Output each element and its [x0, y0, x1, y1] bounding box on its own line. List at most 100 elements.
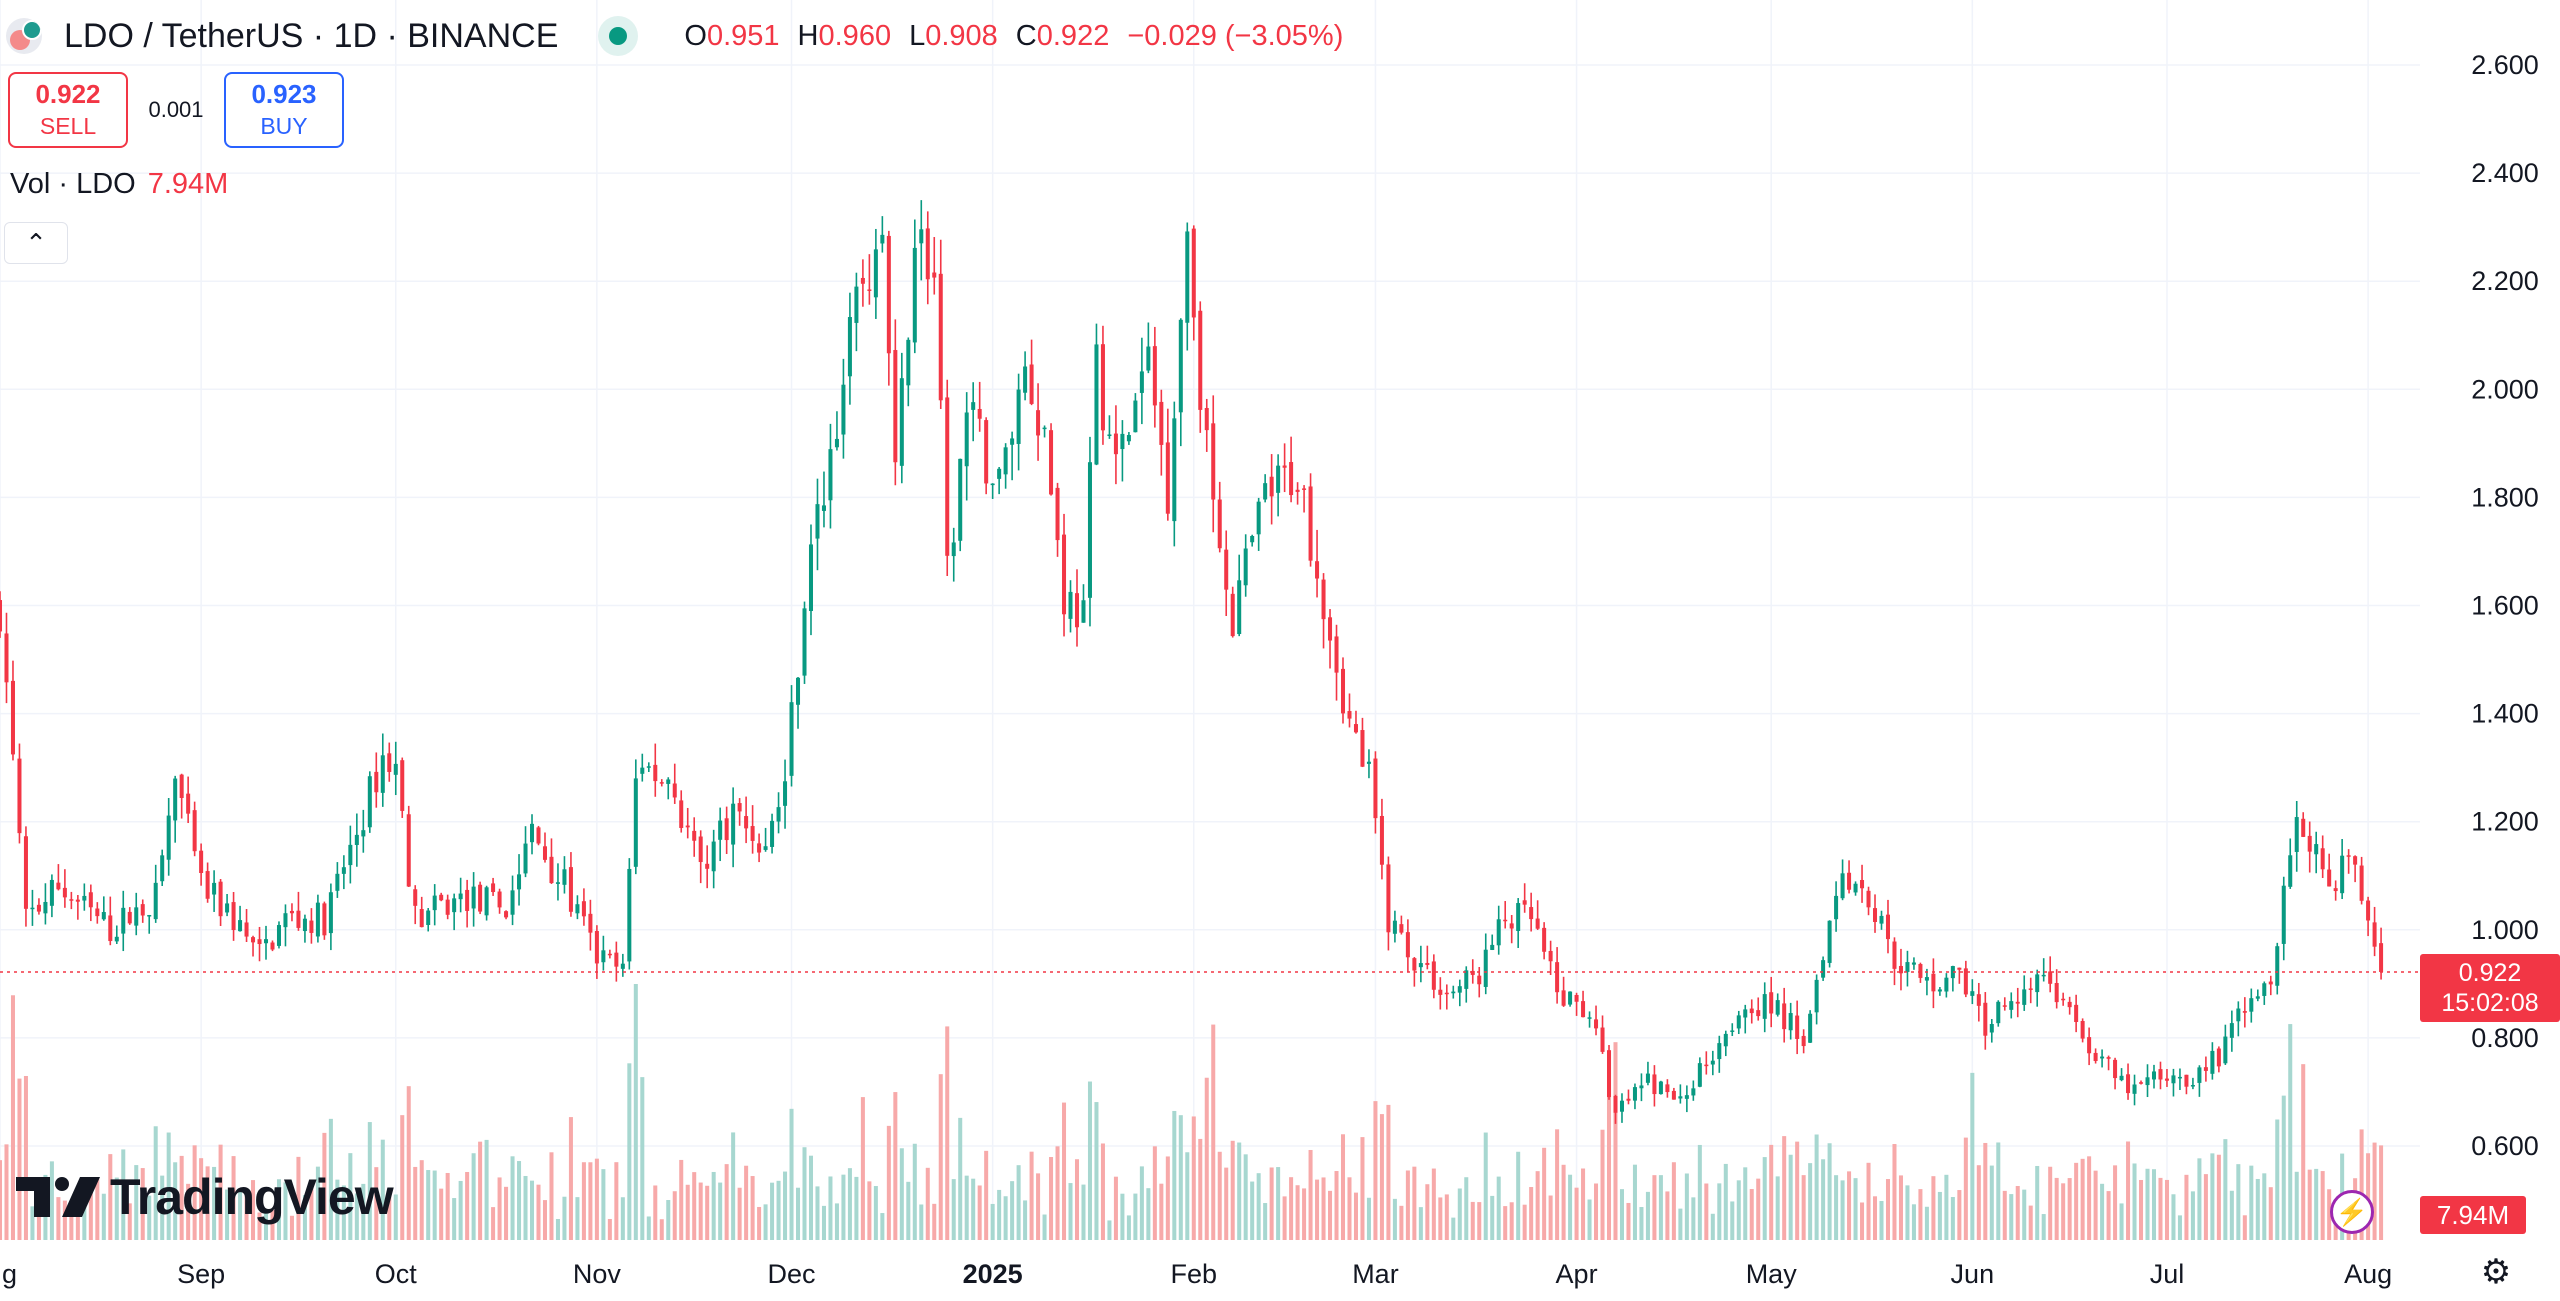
candle-body — [1444, 992, 1449, 995]
candle-body — [1036, 410, 1041, 436]
candle-body — [847, 317, 852, 377]
volume-legend-value: 7.94M — [147, 168, 229, 200]
tradingview-logo[interactable]: TradingView — [16, 1168, 394, 1226]
volume-bar — [2041, 1214, 2046, 1240]
volume-bar — [393, 1194, 398, 1240]
candle-body — [808, 544, 814, 612]
grid-lines — [0, 0, 2420, 1240]
volume-bar — [1107, 1220, 1112, 1240]
candle-body — [984, 420, 989, 484]
candle-body — [1788, 1013, 1793, 1031]
volume-bar — [1743, 1167, 1748, 1240]
volume-bar — [1613, 1042, 1618, 1240]
sell-button[interactable]: 0.922 SELL — [8, 72, 128, 148]
candle-body — [296, 910, 301, 928]
candle-body — [1230, 593, 1235, 637]
volume-bar — [413, 1166, 418, 1240]
candle-body — [56, 882, 61, 890]
y-tick-label: 0.800 — [2471, 1023, 2539, 1053]
candle-body — [1100, 344, 1105, 431]
volume-bar — [2177, 1215, 2182, 1240]
volume-bar — [478, 1141, 483, 1240]
candle-body — [1340, 668, 1346, 714]
volume-bar — [2223, 1139, 2228, 1240]
volume-bar — [1691, 1197, 1696, 1240]
candle-body — [218, 881, 223, 917]
symbol-title[interactable]: LDO / TetherUS · 1D · BINANCE — [64, 16, 559, 55]
volume-bar — [1619, 1189, 1624, 1240]
volume-bar — [406, 1086, 411, 1240]
volume-bar — [899, 1148, 904, 1240]
candle-body — [1632, 1087, 1637, 1101]
volume-bar — [698, 1182, 703, 1240]
x-tick-label: g — [2, 1259, 17, 1289]
volume-bar — [1003, 1196, 1008, 1240]
candle-body — [1425, 962, 1430, 965]
low-key: L — [909, 19, 926, 52]
volume-bar — [302, 1195, 307, 1240]
volume-bar — [2145, 1168, 2150, 1240]
candle-body — [1769, 992, 1774, 1014]
gear-icon[interactable]: ⚙ — [2480, 1253, 2512, 1291]
candlesticks — [0, 200, 2384, 1124]
volume-bar — [744, 1165, 749, 1240]
candle-body — [1457, 986, 1462, 993]
volume-bar — [1217, 1151, 1222, 1240]
candle-body — [1983, 1002, 1988, 1036]
volume-bar — [296, 1156, 301, 1240]
volume-bar — [244, 1188, 249, 1240]
lightning-icon[interactable]: ⚡ — [2330, 1190, 2374, 1234]
volume-bar — [1139, 1166, 1144, 1240]
volume-bar — [2275, 1119, 2280, 1240]
time-axis[interactable]: g Sep Oct Nov Dec 2025 Feb Mar Apr May Jun Jul Aug — [2, 1259, 2392, 1289]
candle-body — [1762, 994, 1767, 1019]
candle-body — [1931, 973, 1936, 992]
price-axis[interactable]: 2.600 2.400 2.200 2.000 1.800 1.600 1.400 1.200… — [2471, 50, 2539, 1161]
candle-body — [568, 867, 573, 912]
volume-bar — [1548, 1195, 1553, 1240]
volume-bar — [322, 1132, 327, 1240]
candle-body — [873, 249, 878, 298]
volume-bar — [1068, 1183, 1073, 1240]
open-value: 0.951 — [706, 19, 780, 52]
candle-body — [757, 843, 762, 853]
candle-body — [2346, 855, 2351, 857]
volume-bar — [1963, 1137, 1968, 1240]
candle-body — [2236, 1008, 2241, 1022]
candle-body — [1159, 401, 1164, 445]
volume-bar — [1606, 1088, 1612, 1240]
volume-bar — [1230, 1140, 1235, 1240]
volume-bar — [932, 1203, 937, 1240]
spread-value: 0.001 — [148, 97, 204, 122]
volume-bar — [1457, 1188, 1462, 1240]
candle-body — [1814, 979, 1819, 1013]
candle-body — [1918, 964, 1923, 978]
volume-bar — [821, 1205, 826, 1240]
candle-body — [1730, 1030, 1735, 1032]
volume-bar — [445, 1172, 450, 1240]
volume-bar — [1321, 1177, 1326, 1240]
candle-body — [1107, 434, 1112, 436]
market-status-icon[interactable] — [598, 16, 639, 56]
buy-button[interactable]: 0.923 BUY — [224, 72, 344, 148]
candle-body — [179, 774, 184, 798]
candle-body — [912, 247, 917, 343]
high-value: 0.960 — [818, 19, 892, 52]
volume-bar — [270, 1209, 275, 1240]
candle-body — [2203, 1067, 2208, 1071]
candle-body — [1678, 1096, 1683, 1099]
volume-bar — [0, 1160, 3, 1240]
volume-bar — [1944, 1174, 1949, 1240]
candle-body — [2132, 1084, 2137, 1094]
volume-bar — [400, 1115, 405, 1240]
volume-bar — [1444, 1194, 1449, 1240]
candle-body — [166, 815, 171, 860]
volume-bar — [2301, 1064, 2306, 1240]
volume-bar — [1749, 1189, 1754, 1240]
candle-body — [2067, 1001, 2072, 1008]
volume-bar — [348, 1153, 353, 1240]
candle-body — [938, 273, 943, 401]
collapse-legend-button[interactable]: ⌃ — [4, 222, 68, 264]
candle-body — [1866, 890, 1871, 908]
